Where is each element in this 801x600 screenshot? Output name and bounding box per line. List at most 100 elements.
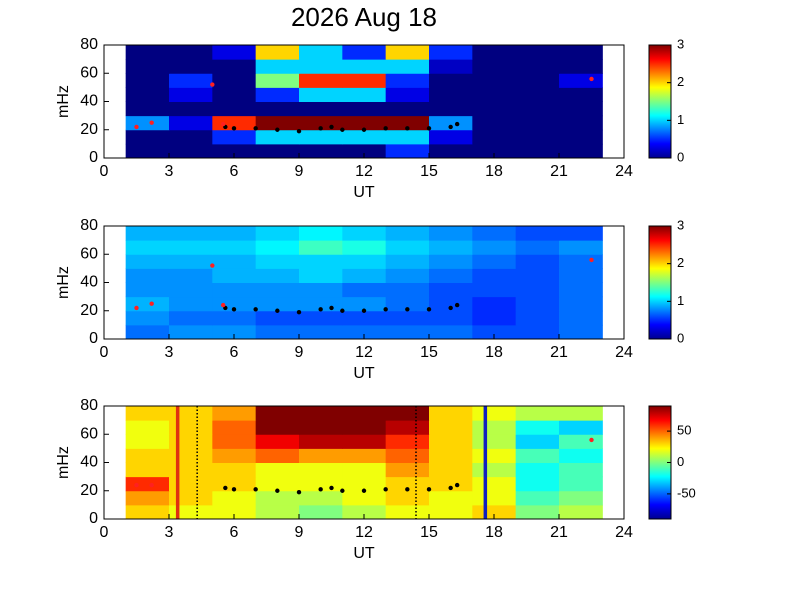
trace-point xyxy=(383,126,388,131)
heat-cell xyxy=(385,226,430,241)
colorbar-tick-label: 1 xyxy=(677,112,684,127)
trace-point xyxy=(383,307,388,312)
heat-cell xyxy=(255,504,300,520)
trace-point xyxy=(329,305,334,311)
heat-cell xyxy=(342,268,387,283)
x-tick-label: 6 xyxy=(230,163,239,180)
heat-cell xyxy=(255,73,300,88)
y-tick-label: 60 xyxy=(80,425,98,442)
heat-cell xyxy=(559,420,603,435)
heat-cell xyxy=(429,143,473,159)
heat-cell xyxy=(559,254,603,269)
heat-cell xyxy=(342,296,387,312)
heat-cell xyxy=(169,254,213,269)
heat-cell xyxy=(472,324,517,340)
heat-cell xyxy=(255,59,300,74)
heat-cell xyxy=(429,462,473,478)
heat-cell xyxy=(212,324,257,340)
colorbar-tick-label: 2 xyxy=(677,255,684,270)
heat-cell xyxy=(515,476,560,492)
heat-cell xyxy=(385,143,430,159)
heat-cell xyxy=(299,59,343,74)
heat-cell xyxy=(342,310,387,326)
trace-point xyxy=(405,487,410,492)
heat-cell xyxy=(169,296,213,312)
heat-cell xyxy=(472,310,517,326)
heat-cell xyxy=(472,240,517,255)
heat-cell xyxy=(515,129,560,145)
heat-cell xyxy=(255,129,300,145)
heat-cell xyxy=(169,73,213,88)
chart-title: 2026 Aug 18 xyxy=(291,2,437,32)
heat-cell xyxy=(559,296,603,312)
heat-cell xyxy=(169,59,213,74)
heat-cell xyxy=(342,504,387,520)
trace-point xyxy=(454,302,460,308)
heat-cell xyxy=(385,310,430,326)
heat-cell xyxy=(559,45,603,60)
heat-cell xyxy=(255,226,300,241)
heat-cell xyxy=(169,143,213,159)
heat-cell xyxy=(212,87,257,102)
heat-cell xyxy=(125,226,170,241)
y-tick-label: 40 xyxy=(80,454,98,471)
colorbar-tick-label: 2 xyxy=(677,74,684,89)
heat-cell xyxy=(212,226,257,241)
x-tick-label: 15 xyxy=(420,344,438,361)
heat-cell xyxy=(515,462,560,478)
trace-point xyxy=(296,309,302,315)
heat-cell xyxy=(472,254,517,269)
heat-cell xyxy=(472,490,517,506)
heat-cell xyxy=(169,129,213,145)
y-tick-label: 40 xyxy=(80,274,98,291)
heat-cell xyxy=(385,420,430,435)
trace-point xyxy=(454,121,460,127)
heat-cell xyxy=(342,73,387,88)
heat-cell xyxy=(429,87,473,102)
colorbar xyxy=(648,44,672,159)
heat-cell xyxy=(472,143,517,159)
heat-cell xyxy=(255,324,300,340)
y-tick-label: 20 xyxy=(80,302,98,319)
heat-cell xyxy=(169,406,213,421)
x-tick-label: 21 xyxy=(550,344,568,361)
y-tick-label: 20 xyxy=(80,482,98,499)
heat-cell xyxy=(125,448,170,463)
trace-point xyxy=(448,305,453,311)
heat-cell xyxy=(169,310,213,326)
x-tick-label: 21 xyxy=(550,163,568,180)
y-tick-label: 20 xyxy=(80,121,98,138)
heat-cell xyxy=(169,434,213,449)
heat-cell xyxy=(125,115,170,131)
heat-cell xyxy=(559,448,603,463)
heat-cell xyxy=(472,45,517,60)
heat-cell xyxy=(169,87,213,102)
heat-cell xyxy=(515,420,560,435)
heat-cell xyxy=(125,324,170,340)
colorbar-tick-label: 50 xyxy=(677,423,691,438)
heat-cell xyxy=(429,282,473,298)
heat-cell xyxy=(212,310,257,326)
heat-cell xyxy=(559,462,603,478)
y-tick-label: 0 xyxy=(89,330,98,347)
heat-cell xyxy=(169,504,213,520)
heat-cell xyxy=(429,420,473,435)
heat-cell xyxy=(472,87,517,102)
heat-cell xyxy=(125,268,170,283)
heat-cell xyxy=(342,240,387,255)
heat-cell xyxy=(429,45,473,60)
heat-cell xyxy=(299,87,343,102)
heat-cell xyxy=(559,129,603,145)
heat-cell xyxy=(559,504,603,520)
heat-cell xyxy=(559,476,603,492)
heat-cell xyxy=(559,101,603,117)
heat-cell xyxy=(385,240,430,255)
heat-cell xyxy=(299,310,343,326)
x-tick-label: 12 xyxy=(355,344,373,361)
heat-cell xyxy=(429,268,473,283)
heat-cell xyxy=(472,73,517,88)
heat-cell xyxy=(429,504,473,520)
colorbar-tick-label: 0 xyxy=(677,454,684,469)
star-point xyxy=(210,263,215,268)
